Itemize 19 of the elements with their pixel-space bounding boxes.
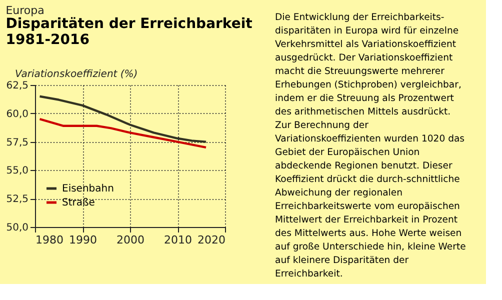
chart-title: Disparitäten der Erreichbarkeit 1981-2016 [6,16,253,48]
text: Die Entwicklung der Erreichbarkeits- disparitäten in Europa wird für einzelne Verkehrsmittel als Variationskoeffizient ausgedrückt. Der Variationskoeffizient macht die Streuungswerte mehrerer Erhebungen (Stichproben) vergleichbar, indem er die Streuung als Prozentwert des arithmetischen Mittels ausdrückt. Zur Berechnung der Variationskoeffizienten wurden 1020 das Gebiet der Europäischen Union abdeckende Regionen benutzt. Dieser Koeffizient drückt die durch-schnittliche Abweichung der regionalen Erreichbarkeitswerte vom europäischen Mittelwert der Erreichbarkeit in Prozent des Mittelwerts aus. Hohe Werte weisen auf große Unterschiede hin, kleine Werte auf kleinere Disparitäten der Erreichbarkeit. [275,12,466,280]
y-tick-label: 52,5 [6,194,28,206]
chart-subtitle: Europa [6,4,44,17]
x-tick-label: 2010 [164,234,192,246]
legend-label: Straße [62,198,95,208]
y-tick-label: 57,5 [6,137,28,148]
legend-label: Eisenbahn [62,184,114,194]
y-axis-title: Variationskoeffizient (%) [15,69,138,80]
x-tick-label: 2000 [116,234,144,246]
y-tick-label: 55,0 [6,166,28,177]
line-series [38,95,208,143]
y-tick-label: 60,0 [6,108,28,120]
x-tick-label: 1990 [69,234,97,246]
x-tick-label: 1980 [36,234,64,246]
y-tick-label: 62,5 [6,80,28,92]
line-series [38,118,208,149]
x-tick-label: 2020 [198,234,226,246]
y-tick-label: 50,0 [6,222,28,234]
